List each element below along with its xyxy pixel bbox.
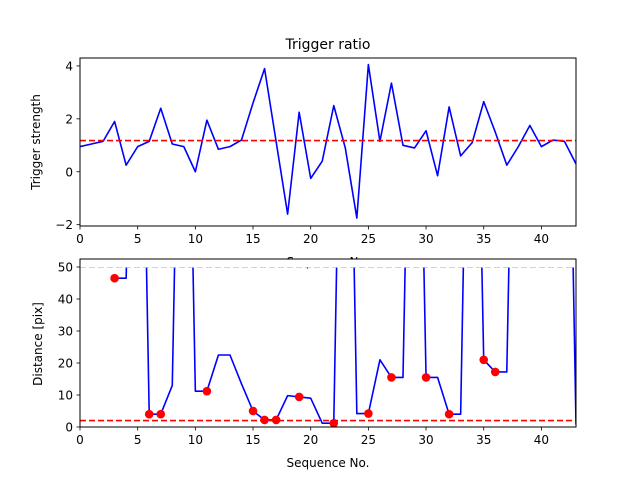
x-tick-label: 15	[245, 232, 260, 246]
x-tick-label: 40	[534, 232, 549, 246]
data-point-marker	[202, 386, 212, 396]
data-point-marker	[260, 415, 269, 425]
y-tick-label: 0	[65, 165, 73, 179]
y-tick-label: 40	[58, 293, 73, 307]
distance-chart: Distance [pix] 0 5 10 15 20 25 30 35 40 0 10 20 30 40…	[31, 258, 577, 448]
x-tick-label: 15	[245, 433, 260, 447]
data-point-marker	[479, 355, 489, 365]
data-point-marker	[329, 418, 339, 427]
x-tick-label: 25	[361, 433, 376, 447]
series-line	[80, 63, 576, 219]
data-point-marker	[156, 409, 166, 419]
x-tick-label: 30	[418, 433, 433, 447]
data-point-marker	[364, 409, 373, 418]
x-tick-label: 25	[361, 232, 376, 246]
data-point-marker	[490, 367, 500, 377]
y-tick-label: 0	[65, 421, 73, 435]
x-tick-label: 30	[418, 232, 433, 246]
trigger-ratio-chart: Trigger ratio Trigger strength 0 5 10 15 20 2…	[29, 37, 577, 246]
x-tick-label: 0	[76, 232, 84, 246]
plot-background	[80, 259, 576, 268]
x-tick-label: 20	[303, 232, 318, 246]
tick-group: 0 5 10 15 20 25 30 35 40 0 10 20 30 40 50	[58, 261, 549, 448]
series-group	[80, 63, 576, 219]
x-tick-label: 10	[188, 433, 203, 447]
data-point-marker	[144, 409, 154, 419]
data-point-marker	[444, 409, 454, 419]
y-tick-label: −2	[55, 218, 73, 232]
data-point-marker	[110, 273, 119, 283]
x-tick-label: 5	[134, 433, 142, 447]
chart-title: Trigger ratio	[284, 37, 370, 53]
x-tick-label: 0	[76, 433, 84, 447]
data-point-marker	[248, 406, 258, 416]
y-tick-label: 50	[58, 261, 73, 275]
y-tick-label: 4	[65, 59, 73, 73]
y-tick-label: 20	[58, 357, 73, 371]
data-point-marker	[294, 392, 304, 402]
x-tick-label: 5	[134, 232, 142, 246]
y-axis-label: Trigger strength	[29, 94, 43, 191]
x-tick-label: 40	[534, 433, 549, 447]
y-tick-label: 2	[65, 112, 73, 126]
x-tick-label: 35	[476, 433, 491, 447]
x-tick-label: 10	[188, 232, 203, 246]
plot-frame	[79, 258, 577, 428]
y-tick-label: 30	[58, 325, 73, 339]
x-axis-label: Sequence No.	[287, 456, 370, 470]
x-tick-label: 35	[476, 232, 491, 246]
data-point-marker	[271, 415, 281, 425]
y-tick-label: 10	[58, 389, 73, 403]
plot-frame	[79, 57, 577, 227]
data-point-marker	[387, 373, 396, 382]
x-tick-label: 20	[303, 433, 318, 447]
data-point-marker	[421, 373, 431, 382]
y-axis-label: Distance [pix]	[31, 302, 45, 386]
